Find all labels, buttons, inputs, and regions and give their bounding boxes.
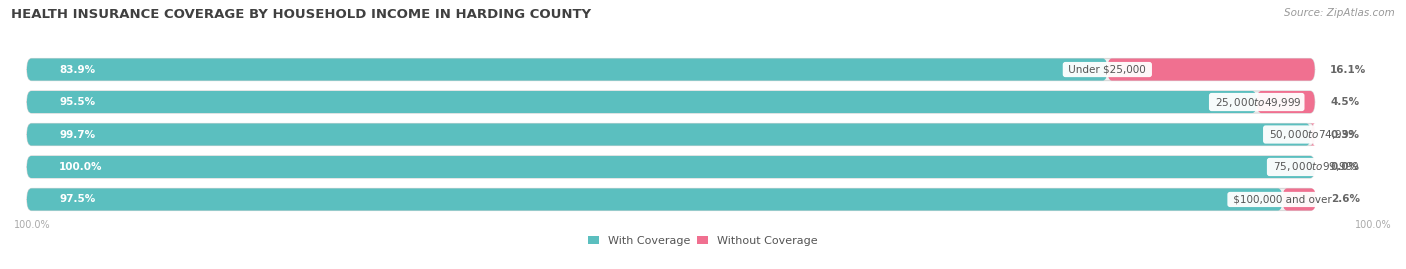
Text: $50,000 to $74,999: $50,000 to $74,999 bbox=[1265, 128, 1355, 141]
Text: $25,000 to $49,999: $25,000 to $49,999 bbox=[1212, 95, 1302, 108]
Text: 95.5%: 95.5% bbox=[59, 97, 96, 107]
Legend: With Coverage, Without Coverage: With Coverage, Without Coverage bbox=[588, 236, 818, 246]
Text: 99.7%: 99.7% bbox=[59, 129, 96, 140]
FancyBboxPatch shape bbox=[1282, 188, 1316, 211]
Text: 100.0%: 100.0% bbox=[59, 162, 103, 172]
FancyBboxPatch shape bbox=[1257, 91, 1315, 113]
FancyBboxPatch shape bbox=[1310, 123, 1316, 146]
Text: 100.0%: 100.0% bbox=[1355, 220, 1392, 230]
FancyBboxPatch shape bbox=[27, 58, 1315, 81]
FancyBboxPatch shape bbox=[1108, 58, 1315, 81]
FancyBboxPatch shape bbox=[27, 91, 1257, 113]
Text: 83.9%: 83.9% bbox=[59, 65, 96, 75]
Text: 0.3%: 0.3% bbox=[1330, 129, 1360, 140]
FancyBboxPatch shape bbox=[27, 188, 1282, 211]
Text: Source: ZipAtlas.com: Source: ZipAtlas.com bbox=[1284, 8, 1395, 18]
FancyBboxPatch shape bbox=[27, 58, 1108, 81]
FancyBboxPatch shape bbox=[27, 156, 1315, 178]
Text: $75,000 to $99,999: $75,000 to $99,999 bbox=[1270, 161, 1360, 174]
Text: 97.5%: 97.5% bbox=[59, 194, 96, 204]
Text: 0.0%: 0.0% bbox=[1330, 162, 1360, 172]
FancyBboxPatch shape bbox=[27, 123, 1315, 146]
FancyBboxPatch shape bbox=[27, 123, 1310, 146]
FancyBboxPatch shape bbox=[27, 91, 1315, 113]
FancyBboxPatch shape bbox=[27, 156, 1315, 178]
Text: 2.6%: 2.6% bbox=[1331, 194, 1361, 204]
Text: HEALTH INSURANCE COVERAGE BY HOUSEHOLD INCOME IN HARDING COUNTY: HEALTH INSURANCE COVERAGE BY HOUSEHOLD I… bbox=[11, 8, 592, 21]
Text: 16.1%: 16.1% bbox=[1330, 65, 1367, 75]
Text: 100.0%: 100.0% bbox=[14, 220, 51, 230]
FancyBboxPatch shape bbox=[27, 188, 1315, 211]
Text: $100,000 and over: $100,000 and over bbox=[1230, 194, 1334, 204]
Text: Under $25,000: Under $25,000 bbox=[1066, 65, 1149, 75]
Text: 4.5%: 4.5% bbox=[1330, 97, 1360, 107]
